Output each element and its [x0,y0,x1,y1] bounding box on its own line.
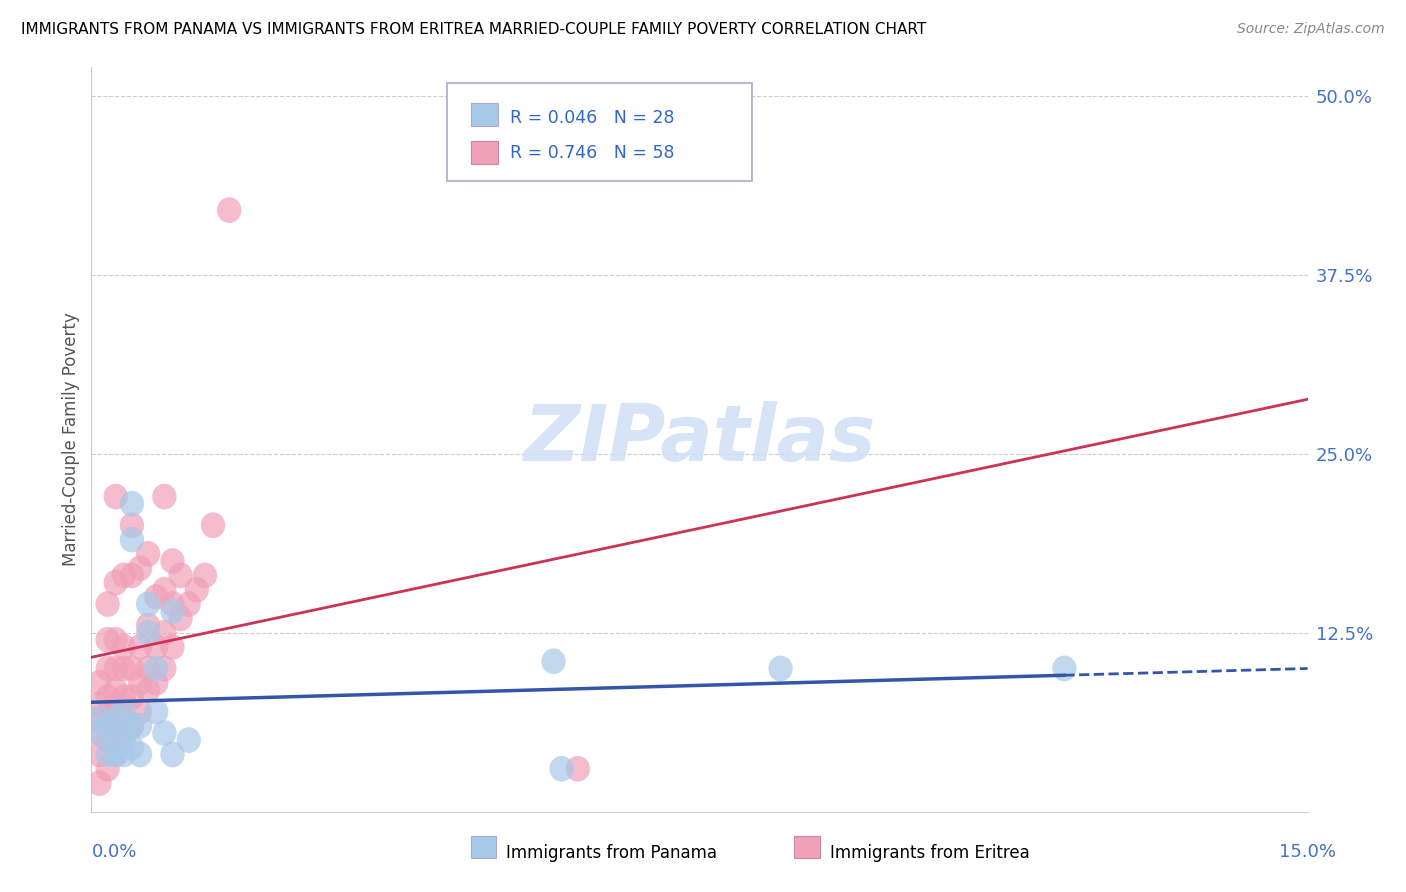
Ellipse shape [143,670,169,696]
Ellipse shape [136,656,160,681]
Ellipse shape [87,770,111,796]
Ellipse shape [104,706,128,731]
FancyBboxPatch shape [471,103,498,126]
Ellipse shape [111,656,136,681]
Ellipse shape [120,563,143,589]
Ellipse shape [96,706,120,731]
Ellipse shape [136,591,160,617]
Ellipse shape [565,756,591,781]
Ellipse shape [550,756,574,781]
Text: R = 0.046   N = 28: R = 0.046 N = 28 [510,109,675,127]
Ellipse shape [160,741,184,767]
Ellipse shape [96,656,120,681]
Ellipse shape [152,656,177,681]
Ellipse shape [104,691,128,717]
Ellipse shape [96,713,120,739]
Ellipse shape [104,656,128,681]
Ellipse shape [87,670,111,696]
Ellipse shape [120,526,143,552]
Ellipse shape [152,720,177,746]
Ellipse shape [120,713,143,739]
Ellipse shape [152,483,177,509]
Ellipse shape [96,727,120,753]
Ellipse shape [160,549,184,574]
Ellipse shape [87,691,111,717]
Text: 15.0%: 15.0% [1278,843,1336,861]
Ellipse shape [111,727,136,753]
Ellipse shape [104,727,128,753]
Ellipse shape [128,670,152,696]
Ellipse shape [143,698,169,724]
Ellipse shape [111,684,136,710]
Ellipse shape [87,706,111,731]
Ellipse shape [136,677,160,703]
Ellipse shape [193,563,217,589]
Ellipse shape [184,577,209,603]
Ellipse shape [120,713,143,739]
Ellipse shape [769,656,793,681]
Ellipse shape [104,741,128,767]
Ellipse shape [87,720,111,746]
Ellipse shape [111,634,136,660]
Ellipse shape [104,741,128,767]
Ellipse shape [96,756,120,781]
Ellipse shape [111,706,136,731]
Ellipse shape [143,634,169,660]
Ellipse shape [136,620,160,646]
FancyBboxPatch shape [447,83,752,181]
Ellipse shape [104,570,128,596]
Ellipse shape [128,698,152,724]
FancyBboxPatch shape [471,141,498,164]
Ellipse shape [152,577,177,603]
Text: 0.0%: 0.0% [91,843,136,861]
Ellipse shape [217,197,242,223]
Ellipse shape [169,563,193,589]
Ellipse shape [104,627,128,653]
Ellipse shape [177,591,201,617]
Text: IMMIGRANTS FROM PANAMA VS IMMIGRANTS FROM ERITREA MARRIED-COUPLE FAMILY POVERTY : IMMIGRANTS FROM PANAMA VS IMMIGRANTS FRO… [21,22,927,37]
Ellipse shape [111,563,136,589]
Ellipse shape [136,613,160,639]
Ellipse shape [87,706,111,731]
Ellipse shape [1052,656,1077,681]
Ellipse shape [143,656,169,681]
Ellipse shape [96,741,120,767]
Ellipse shape [104,677,128,703]
Ellipse shape [87,720,111,746]
Ellipse shape [120,684,143,710]
Text: Immigrants from Panama: Immigrants from Panama [506,844,717,862]
Ellipse shape [104,483,128,509]
Ellipse shape [128,556,152,581]
Ellipse shape [96,591,120,617]
Ellipse shape [541,648,565,674]
Ellipse shape [152,620,177,646]
Ellipse shape [120,734,143,760]
Ellipse shape [87,741,111,767]
Ellipse shape [120,491,143,516]
Text: R = 0.746   N = 58: R = 0.746 N = 58 [510,145,675,162]
Ellipse shape [128,741,152,767]
Text: Source: ZipAtlas.com: Source: ZipAtlas.com [1237,22,1385,37]
Ellipse shape [120,656,143,681]
Ellipse shape [160,599,184,624]
Y-axis label: Married-Couple Family Poverty: Married-Couple Family Poverty [62,312,80,566]
Ellipse shape [111,720,136,746]
Ellipse shape [111,698,136,724]
Ellipse shape [128,713,152,739]
Text: ZIPatlas: ZIPatlas [523,401,876,477]
Ellipse shape [160,634,184,660]
Ellipse shape [111,741,136,767]
Ellipse shape [104,713,128,739]
Ellipse shape [120,512,143,538]
Ellipse shape [169,606,193,632]
Ellipse shape [143,584,169,610]
Ellipse shape [177,727,201,753]
Ellipse shape [128,634,152,660]
Text: Immigrants from Eritrea: Immigrants from Eritrea [830,844,1029,862]
Ellipse shape [96,684,120,710]
Ellipse shape [201,512,225,538]
Ellipse shape [160,591,184,617]
Ellipse shape [96,627,120,653]
Ellipse shape [136,541,160,566]
